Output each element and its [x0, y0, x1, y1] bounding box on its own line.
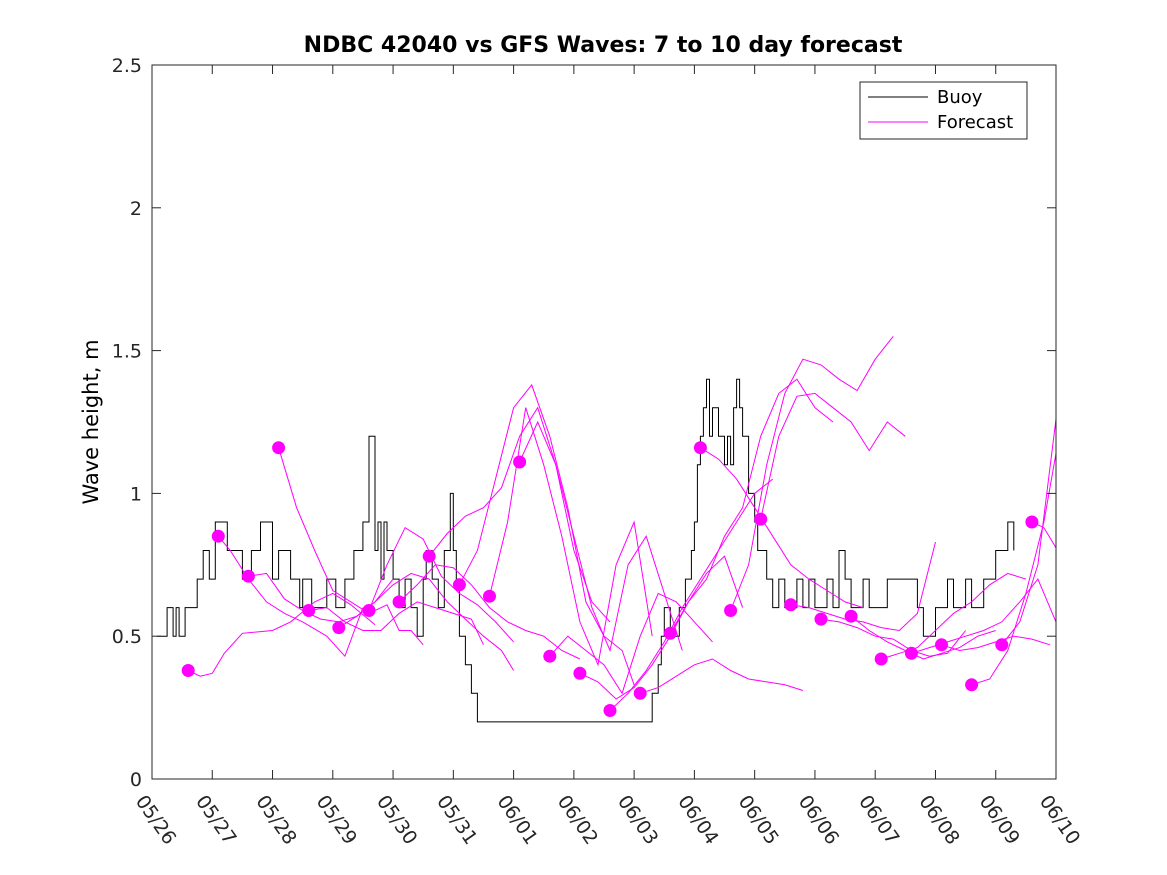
- forecast-run-7: [398, 564, 581, 660]
- y-axis: 0 0.5 1 1.5 2 2.5: [112, 55, 1056, 791]
- forecast-run-1: [217, 535, 364, 658]
- forecast-start-marker: [693, 441, 707, 455]
- forecast-start-marker: [543, 649, 557, 663]
- forecast-start-marker: [603, 704, 617, 717]
- forecast-start-marker: [995, 638, 1009, 652]
- forecast-run-27: [1001, 419, 1057, 646]
- forecast-start-marker: [844, 609, 858, 623]
- forecast-start-marker: [935, 638, 948, 652]
- forecast-start-marker: [814, 612, 828, 626]
- forecast-run-11: [519, 420, 683, 653]
- forecast-start-marker: [784, 598, 798, 612]
- forecast-run-21: [820, 618, 966, 657]
- forecast-run-0: [187, 592, 376, 677]
- y-tick-label: 1: [130, 483, 142, 505]
- forecast-start-marker: [302, 604, 316, 617]
- legend-box: [859, 81, 1028, 140]
- forecast-start-markers: [181, 441, 1039, 717]
- forecast-start-marker: [483, 589, 496, 603]
- forecast-start-marker: [272, 441, 286, 455]
- forecast-run-22: [850, 615, 996, 660]
- forecast-run-20: [790, 541, 936, 632]
- forecast-start-marker: [965, 678, 979, 692]
- forecast-start-marker: [1025, 515, 1039, 529]
- forecast-run-9: [458, 383, 635, 685]
- forecast-start-marker: [874, 652, 888, 666]
- legend: Buoy Forecast: [859, 81, 1028, 140]
- forecast-start-marker: [332, 621, 346, 635]
- forecast-start-marker: [573, 666, 587, 680]
- forecast-start-marker: [513, 455, 527, 469]
- y-tick-label: 2: [130, 198, 142, 220]
- forecast-start-marker: [452, 578, 466, 592]
- forecast-run-12: [549, 592, 713, 695]
- forecast-run-15: [640, 658, 804, 694]
- forecast-start-marker: [241, 569, 255, 583]
- forecast-start-marker: [754, 512, 768, 526]
- forecast-start-marker: [663, 626, 677, 640]
- legend-label-forecast: Forecast: [937, 112, 1013, 133]
- buoy-series: [156, 378, 1015, 723]
- forecast-run-16: [669, 378, 834, 634]
- buoy-line: [156, 378, 1015, 723]
- forecast-start-marker: [362, 604, 376, 617]
- chart-title: NDBC 42040 vs GFS Waves: 7 to 10 day for…: [304, 33, 903, 58]
- plot-area: [152, 65, 1056, 779]
- forecast-series: [187, 335, 1057, 711]
- forecast-start-marker: [724, 604, 738, 617]
- legend-label-buoy: Buoy: [937, 87, 983, 108]
- forecast-run-13: [579, 555, 744, 700]
- forecast-run-4: [308, 601, 484, 646]
- forecast-start-marker: [211, 529, 225, 543]
- forecast-start-marker: [904, 646, 918, 660]
- plot-frame: [151, 64, 1057, 780]
- forecast-run-3: [278, 447, 424, 646]
- forecast-run-8: [428, 406, 611, 623]
- forecast-run-25: [941, 635, 1051, 652]
- forecast-run-19: [760, 392, 906, 520]
- y-tick-label: 0.5: [112, 626, 142, 648]
- forecast-start-marker: [633, 686, 647, 700]
- forecast-run-6: [368, 526, 514, 643]
- forecast-run-17: [700, 447, 864, 609]
- y-axis-label: Wave height, m: [79, 339, 103, 504]
- forecast-start-marker: [392, 595, 406, 609]
- y-tick-label: 1.5: [112, 341, 142, 363]
- forecast-run-14: [609, 478, 774, 711]
- forecast-start-marker: [422, 549, 436, 563]
- forecast-start-marker: [181, 664, 195, 677]
- y-tick-label: 2.5: [112, 55, 142, 77]
- y-tick-label: 0: [130, 769, 142, 791]
- forecast-run-26: [971, 453, 1057, 686]
